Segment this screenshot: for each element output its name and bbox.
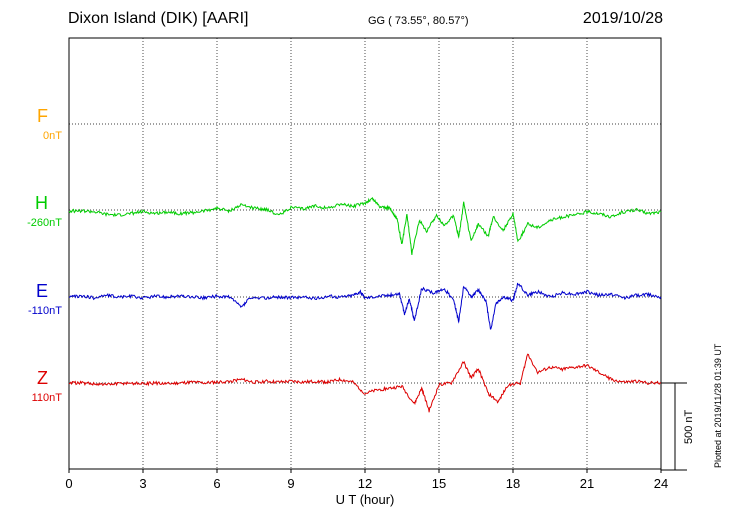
baseline-label-z: 110nT [31, 392, 62, 404]
series-line-e [69, 282, 662, 330]
baseline-label-e: -110nT [27, 305, 62, 317]
grid-lines [69, 38, 661, 469]
series-line-z [69, 353, 662, 413]
station-title: Dixon Island (DIK) [AARI] [68, 10, 249, 27]
x-tick-label: 0 [65, 476, 72, 491]
x-tick-label: 21 [580, 476, 594, 491]
x-tick-label: 12 [358, 476, 372, 491]
series-line-h [68, 197, 662, 255]
station-coordinates: GG ( 73.55°, 80.57°) [368, 15, 469, 27]
x-tick-label: 15 [432, 476, 446, 491]
x-axis-label: U T (hour) [336, 492, 395, 507]
component-label-e: E [35, 281, 48, 301]
baseline-label-h: -260nT [27, 217, 62, 229]
component-label-f: F [37, 106, 48, 126]
scale-bar-label: 500 nT [683, 409, 695, 444]
x-axis-ticks: 0 3 6 9 12 15 18 21 24 [65, 469, 668, 491]
data-traces [68, 197, 662, 413]
x-tick-label: 9 [287, 476, 294, 491]
scale-bar [661, 382, 687, 471]
baseline-label-f: 0nT [43, 130, 62, 142]
x-tick-label: 18 [506, 476, 520, 491]
plotted-timestamp: Plotted at 2019/11/28 01:39 UT [713, 343, 723, 468]
x-tick-label: 3 [139, 476, 146, 491]
date-label: 2019/10/28 [582, 10, 663, 27]
x-tick-label: 6 [213, 476, 220, 491]
component-label-z: Z [37, 368, 48, 388]
x-tick-label: 24 [654, 476, 668, 491]
component-label-h: H [35, 193, 48, 213]
